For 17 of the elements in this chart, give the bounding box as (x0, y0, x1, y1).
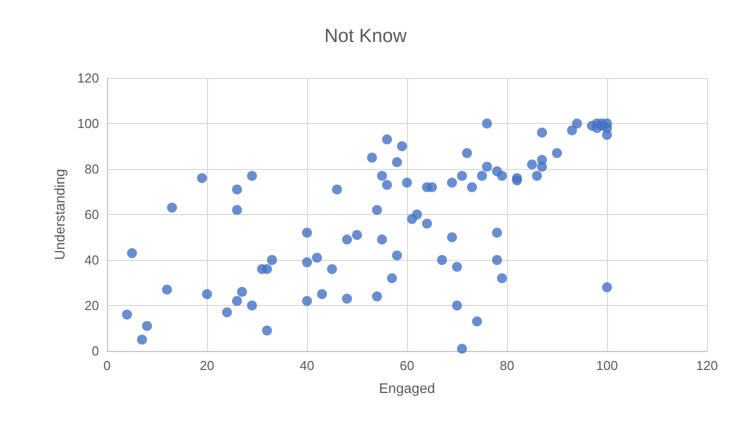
x-tick-label: 80 (500, 358, 514, 373)
y-tick-label: 0 (92, 344, 99, 358)
x-axis-title: Engaged (378, 380, 436, 396)
y-tick-label: 40 (84, 252, 99, 268)
x-tick-label: 40 (300, 358, 314, 373)
y-tick-label: 80 (84, 162, 99, 176)
y-tick-label: 100 (77, 116, 99, 131)
y-axis-title: Understanding (51, 168, 68, 260)
x-tick-label: 20 (200, 358, 214, 373)
x-tick-label: 0 (103, 358, 111, 373)
y-tick-label: 20 (84, 298, 99, 313)
y-tick-label: 60 (84, 207, 99, 222)
x-tick-label: 60 (400, 358, 414, 373)
x-tick-label: 100 (596, 358, 618, 373)
chart-title: Not Know (324, 26, 407, 47)
x-tick-label: 120 (696, 358, 718, 373)
y-tick-label: 120 (77, 70, 99, 86)
